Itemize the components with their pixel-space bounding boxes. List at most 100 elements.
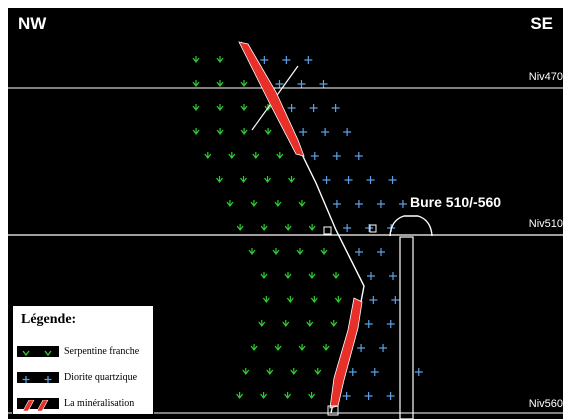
level-label-470: Niv470 bbox=[528, 71, 563, 83]
diorite-symbol bbox=[309, 104, 318, 112]
green-chevron-icon bbox=[17, 345, 59, 357]
serpentine-symbol bbox=[290, 368, 298, 375]
mineralisation-vein-upper bbox=[238, 41, 305, 157]
serpentine-symbol bbox=[266, 368, 274, 375]
serpentine-symbol bbox=[216, 80, 224, 87]
serpentine-symbol bbox=[274, 344, 282, 351]
serpentine-symbol bbox=[192, 56, 200, 63]
serpentine-symbol bbox=[310, 296, 318, 303]
serpentine-symbol bbox=[298, 200, 306, 207]
serpentine-symbol bbox=[276, 152, 284, 159]
serpentine-symbol bbox=[286, 296, 294, 303]
shaft bbox=[399, 236, 414, 419]
serpentine-symbol bbox=[216, 56, 224, 63]
serpentine-symbol bbox=[272, 248, 280, 255]
serpentine-symbols bbox=[192, 56, 342, 399]
diorite-symbol bbox=[332, 152, 341, 160]
level-label-510: Niv510 bbox=[528, 218, 563, 230]
diorite-symbol bbox=[322, 176, 331, 184]
diorite-symbol bbox=[354, 200, 363, 208]
diorite-symbol bbox=[398, 200, 407, 208]
serpentine-symbol bbox=[204, 152, 212, 159]
legend-item-diorite: Diorite quartzique bbox=[17, 370, 137, 384]
diorite-symbol bbox=[369, 296, 378, 304]
diorite-symbol bbox=[331, 104, 340, 112]
diorite-symbol bbox=[297, 80, 306, 88]
diorite-symbol bbox=[299, 128, 308, 136]
diorite-symbol bbox=[364, 392, 373, 400]
serpentine-symbol bbox=[260, 224, 268, 231]
diorite-symbol bbox=[357, 344, 366, 352]
serpentine-symbol bbox=[240, 128, 248, 135]
serpentine-symbol bbox=[250, 200, 258, 207]
diorite-symbol bbox=[287, 104, 296, 112]
legend: Légende: Serpentine franche Diorite quar… bbox=[12, 305, 154, 415]
diorite-symbol bbox=[414, 368, 423, 376]
diorite-symbol bbox=[389, 272, 397, 280]
serpentine-symbol bbox=[296, 248, 304, 255]
marker-2 bbox=[369, 224, 377, 233]
serpentine-symbol bbox=[288, 176, 296, 183]
serpentine-symbol bbox=[226, 200, 234, 207]
serpentine-symbol bbox=[298, 344, 306, 351]
diorite-symbol bbox=[343, 224, 352, 232]
diorite-symbol bbox=[319, 80, 328, 88]
marker-1 bbox=[323, 226, 332, 235]
marker-3 bbox=[327, 405, 339, 416]
diorite-symbol bbox=[275, 80, 284, 88]
se-label: SE bbox=[530, 14, 553, 33]
serpentine-symbol bbox=[192, 104, 200, 111]
serpentine-symbol bbox=[332, 272, 340, 279]
diorite-symbol bbox=[370, 368, 379, 376]
diorite-symbol bbox=[342, 392, 351, 400]
serpentine-symbol bbox=[228, 152, 236, 159]
diorite-symbol bbox=[367, 272, 375, 280]
serpentine-symbol bbox=[322, 344, 330, 351]
level-label-560: Niv560 bbox=[528, 398, 563, 410]
serpentine-symbol bbox=[216, 104, 224, 111]
legend-label-mineralisation: La minéralisation bbox=[64, 397, 135, 409]
diorite-symbol bbox=[364, 320, 373, 328]
serpentine-symbol bbox=[308, 224, 316, 231]
diorite-symbol bbox=[321, 128, 330, 136]
diorite-symbol bbox=[344, 176, 353, 184]
serpentine-symbol bbox=[192, 80, 200, 87]
legend-title: Légende: bbox=[21, 312, 77, 327]
diorite-symbol bbox=[348, 368, 357, 376]
mineralisation-vein-lower bbox=[329, 297, 363, 409]
blue-cross-icon bbox=[17, 371, 59, 383]
diorite-symbol bbox=[304, 56, 313, 64]
diorite-symbol bbox=[354, 152, 363, 160]
serpentine-symbol bbox=[264, 128, 272, 135]
diorite-symbol bbox=[365, 224, 374, 232]
serpentine-symbol bbox=[308, 272, 316, 279]
serpentine-symbol bbox=[240, 104, 248, 111]
serpentine-symbol bbox=[260, 392, 268, 399]
serpentine-symbol bbox=[242, 368, 250, 375]
legend-item-mineralisation: La minéralisation bbox=[17, 396, 135, 411]
serpentine-symbol bbox=[216, 176, 224, 183]
serpentine-symbol bbox=[260, 272, 268, 279]
diorite-symbol bbox=[282, 56, 291, 64]
serpentine-symbol bbox=[240, 176, 248, 183]
diorite-symbol bbox=[355, 248, 363, 256]
shaft-headframe bbox=[389, 215, 433, 237]
serpentine-symbol bbox=[334, 296, 342, 303]
serpentine-symbol bbox=[308, 392, 316, 399]
serpentine-symbol bbox=[284, 392, 292, 399]
diorite-symbol bbox=[343, 128, 352, 136]
serpentine-symbol bbox=[216, 128, 224, 135]
section-canvas bbox=[8, 41, 563, 419]
serpentine-symbol bbox=[240, 80, 248, 87]
serpentine-symbol bbox=[236, 392, 244, 399]
diorite-symbol bbox=[310, 152, 319, 160]
diorite-symbol bbox=[376, 200, 385, 208]
serpentine-symbol bbox=[248, 248, 256, 255]
legend-label-diorite: Diorite quartzique bbox=[64, 371, 138, 383]
shaft-label: Bure 510/-560 bbox=[410, 194, 502, 210]
diorite-symbol bbox=[260, 56, 269, 64]
diorite-symbol bbox=[386, 392, 395, 400]
serpentine-symbol bbox=[258, 320, 266, 327]
serpentine-symbol bbox=[330, 320, 338, 327]
nw-label: NW bbox=[18, 14, 47, 33]
